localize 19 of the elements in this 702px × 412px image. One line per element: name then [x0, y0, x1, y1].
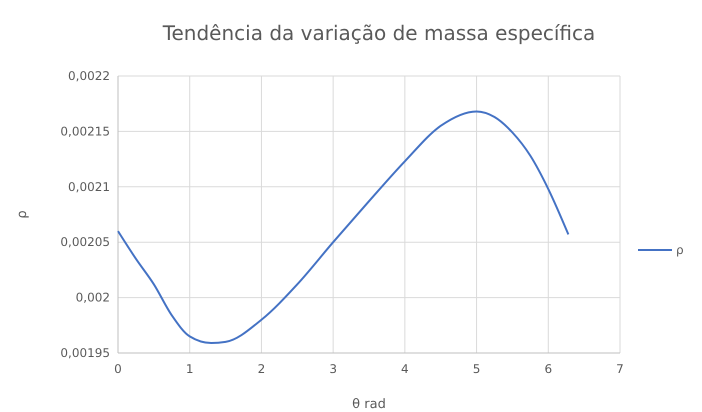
- y-axis-title: ρ: [15, 210, 30, 219]
- x-tick-label: 5: [472, 362, 480, 376]
- x-tick-label: 7: [616, 362, 624, 376]
- y-tick-label: 0,00215: [60, 124, 110, 138]
- y-tick-label: 0,00195: [60, 346, 110, 360]
- y-tick-label: 0,0021: [68, 180, 110, 194]
- y-tick-label: 0,0022: [68, 69, 110, 83]
- x-tick-label: 0: [114, 362, 122, 376]
- x-tick-label: 3: [329, 362, 337, 376]
- legend-label: ρ: [676, 243, 684, 257]
- x-axis-title: θ rad: [352, 397, 386, 412]
- x-tick-label: 2: [258, 362, 266, 376]
- y-tick-label: 0,00205: [60, 235, 110, 250]
- x-tick-label: 4: [401, 362, 409, 376]
- line-series: [117, 110, 570, 344]
- y-tick-label: 0,002: [76, 290, 110, 305]
- x-tick-label: 1: [186, 362, 194, 376]
- chart-title: Tendência da variação de massa específica: [162, 21, 596, 45]
- x-tick-label: 6: [544, 362, 552, 376]
